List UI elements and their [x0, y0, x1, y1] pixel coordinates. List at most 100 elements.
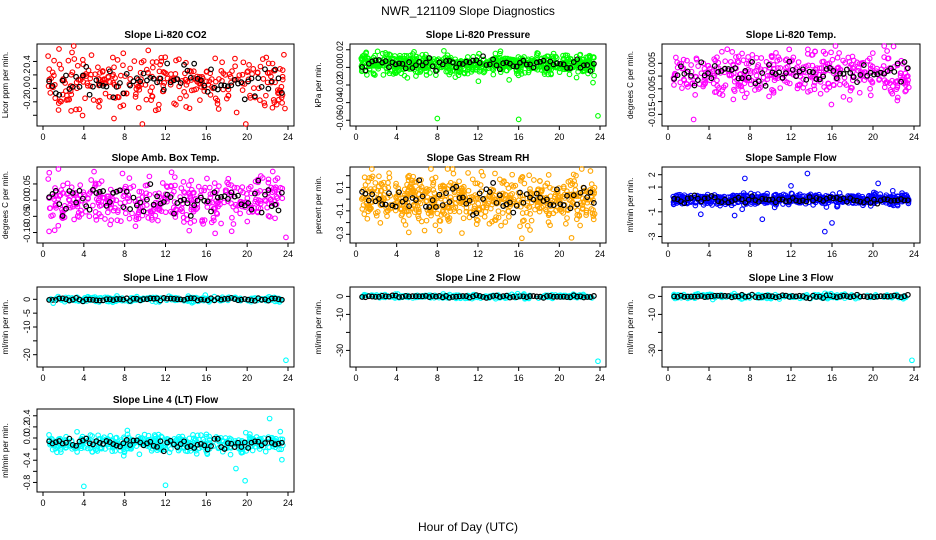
reference-point: [140, 208, 147, 215]
data-point: [890, 43, 897, 50]
data-point: [590, 197, 596, 203]
reference-point: [671, 75, 678, 82]
data-point: [107, 432, 114, 439]
data-point: [821, 84, 827, 90]
data-point: [82, 71, 89, 77]
data-point: [515, 72, 522, 79]
reference-point: [113, 188, 120, 195]
data-point: [212, 205, 219, 211]
reference-point: [56, 91, 63, 98]
reference-point: [96, 188, 103, 195]
reference-point: [396, 189, 402, 196]
reference-point: [46, 78, 53, 85]
data-point: [688, 62, 695, 68]
series-points: [46, 415, 286, 490]
data-point: [365, 55, 371, 62]
reference-point: [56, 201, 63, 208]
reference-point: [554, 186, 560, 193]
reference-point: [570, 59, 577, 65]
outlier-point: [282, 105, 288, 112]
reference-point: [416, 177, 423, 184]
reference-point: [73, 199, 80, 206]
data-point: [410, 189, 417, 195]
reference-point: [113, 83, 120, 90]
reference-point: [688, 72, 694, 79]
data-point: [367, 186, 374, 192]
data-point: [101, 79, 107, 86]
data-point: [490, 71, 497, 78]
x-tick-label: 0: [353, 249, 358, 259]
reference-point: [103, 202, 110, 209]
reference-point: [725, 66, 732, 72]
reference-point: [255, 177, 262, 184]
data-point: [809, 51, 816, 58]
reference-point: [144, 196, 150, 203]
data-point: [260, 76, 267, 82]
data-point: [590, 79, 596, 86]
data-point: [531, 177, 537, 183]
data-point: [92, 209, 99, 215]
y-tick-label: 1: [647, 185, 657, 190]
reference-point: [160, 86, 167, 93]
data-point: [568, 197, 574, 204]
data-point: [473, 64, 479, 71]
data-point: [147, 208, 154, 215]
data-point: [841, 74, 848, 81]
x-tick-label: 20: [242, 373, 252, 383]
reference-point: [406, 203, 413, 210]
reference-point: [265, 187, 272, 193]
data-point: [510, 196, 517, 203]
x-tick-label: 8: [747, 373, 752, 383]
data-point: [150, 64, 156, 71]
reference-point: [523, 191, 530, 197]
data-point: [495, 214, 502, 221]
data-point: [232, 63, 238, 70]
x-tick-label: 12: [786, 132, 796, 142]
data-point: [547, 184, 553, 191]
reference-point: [517, 189, 523, 196]
data-point: [216, 76, 222, 82]
data-point: [755, 62, 762, 68]
data-point: [201, 187, 208, 194]
data-point: [460, 215, 467, 222]
data-point: [797, 191, 803, 198]
reference-point: [543, 196, 550, 203]
reference-point: [894, 60, 901, 67]
reference-point: [564, 64, 570, 71]
reference-point: [379, 201, 386, 208]
data-point: [881, 84, 888, 91]
data-point: [903, 87, 909, 94]
data-point: [497, 48, 504, 55]
data-point: [590, 55, 597, 61]
data-point: [553, 207, 559, 214]
reference-point: [486, 61, 493, 68]
data-point: [171, 199, 178, 205]
data-point: [445, 68, 451, 75]
reference-point: [591, 200, 597, 206]
data-point: [817, 90, 824, 97]
data-point: [45, 176, 52, 182]
reference-point: [547, 201, 554, 208]
data-point: [478, 211, 484, 217]
outlier-point: [363, 49, 370, 56]
x-tick-label: 24: [909, 373, 919, 383]
data-point: [711, 89, 718, 95]
data-point: [456, 208, 463, 215]
data-point: [510, 198, 516, 205]
reference-point: [389, 202, 396, 209]
data-point: [155, 106, 162, 113]
reference-point: [278, 189, 285, 196]
reference-point: [470, 57, 476, 64]
data-point: [472, 180, 479, 187]
reference-point: [490, 180, 497, 186]
reference-point: [554, 60, 560, 67]
data-point: [583, 209, 590, 216]
y-tick-label: -10: [22, 320, 32, 333]
data-point: [474, 53, 481, 60]
reference-point: [466, 197, 473, 204]
data-point: [204, 204, 211, 210]
x-tick-label: 0: [40, 132, 45, 142]
reference-point: [708, 75, 715, 82]
reference-point: [103, 83, 110, 90]
